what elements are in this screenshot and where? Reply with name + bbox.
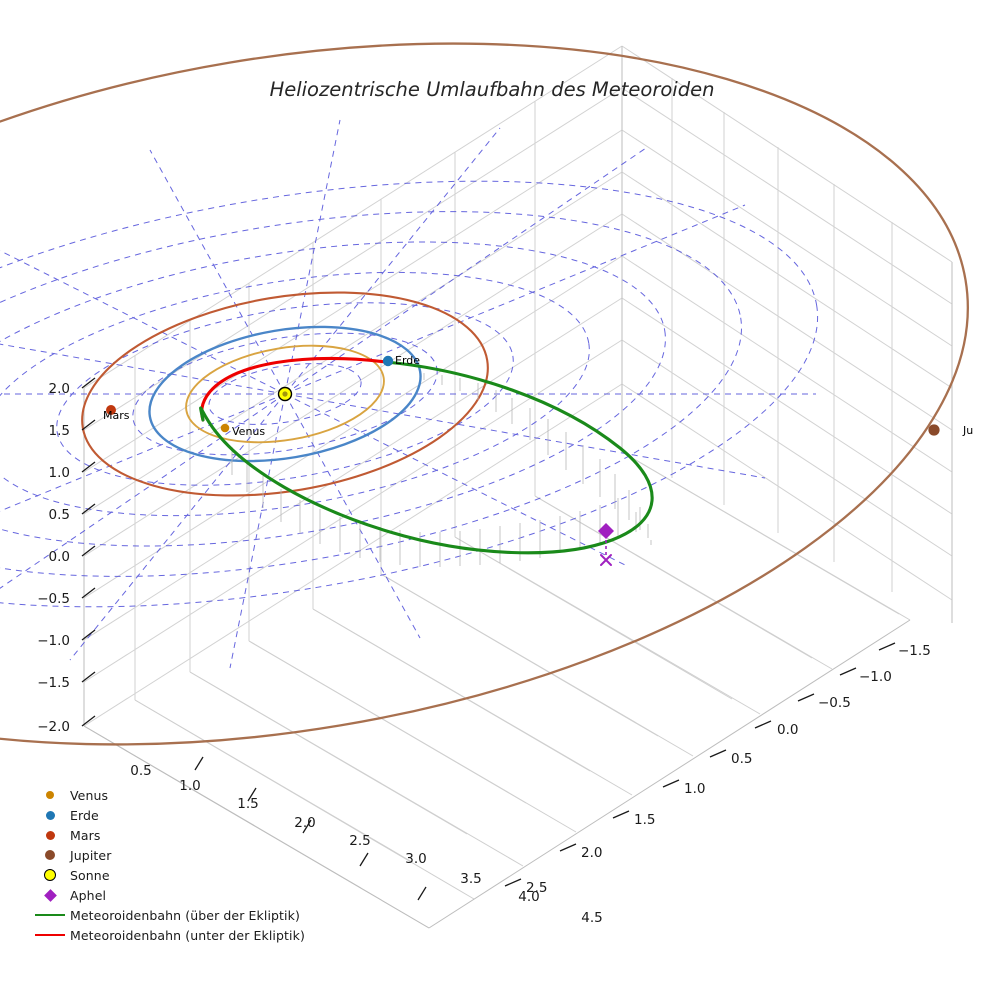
pane-grid-back-left <box>83 45 623 727</box>
page-title: Heliozentrische Umlaufbahn des Meteoroid… <box>270 78 715 101</box>
y-axis-ticks <box>504 642 896 887</box>
z-tick-5: −0.5 <box>37 591 70 607</box>
x-axis-tick-labels: 0.5 1.0 1.5 2.0 2.5 3.0 3.5 4.0 4.5 <box>130 763 602 926</box>
marker-sun <box>277 386 293 402</box>
y-tick-8: 2.5 <box>526 880 547 896</box>
aphel-marker-icon <box>30 885 70 905</box>
label-venus: Venus <box>232 425 265 438</box>
meteoroid-orbit-above <box>199 360 654 555</box>
label-jupiter: Ju <box>962 424 973 437</box>
y-tick-2: −0.5 <box>818 695 851 711</box>
x-tick-1: 1.0 <box>179 778 200 794</box>
orbit-venus <box>185 344 385 444</box>
y-tick-7: 2.0 <box>581 845 602 861</box>
legend-label-jupiter: Jupiter <box>70 847 112 863</box>
legend-item-jupiter[interactable]: Jupiter <box>30 845 330 865</box>
legend-item-aphel[interactable]: Aphel <box>30 885 330 905</box>
z-tick-6: −1.0 <box>37 633 70 649</box>
legend: Venus Erde Mars Jupiter Sonne <box>30 785 330 945</box>
box-edges <box>83 46 953 726</box>
marker-venus <box>220 423 230 433</box>
x-tick-4: 2.5 <box>349 833 370 849</box>
x-tick-3: 2.0 <box>294 815 315 831</box>
z-tick-7: −1.5 <box>37 675 70 691</box>
label-erde: Erde <box>395 354 420 367</box>
x-tick-7: 4.0 <box>518 889 539 905</box>
y-tick-6: 1.5 <box>634 812 655 828</box>
sun-marker-icon <box>30 865 70 885</box>
legend-item-meteoroid-below[interactable]: Meteoroidenbahn (unter der Ekliptik) <box>30 925 330 945</box>
marker-jupiter <box>928 424 940 436</box>
green-line-icon <box>30 905 70 925</box>
marker-mars <box>106 405 116 415</box>
z-tick-2: 1.0 <box>49 465 70 481</box>
x-tick-0: 0.5 <box>130 763 151 779</box>
legend-label-meteoroid-below: Meteoroidenbahn (unter der Ekliptik) <box>70 927 305 943</box>
mars-marker-icon <box>30 825 70 845</box>
pane-grid-back-right <box>621 45 953 623</box>
orbit-jupiter <box>0 42 969 746</box>
legend-item-erde[interactable]: Erde <box>30 805 330 825</box>
x-tick-2: 1.5 <box>237 796 258 812</box>
red-line-icon <box>30 925 70 945</box>
z-tick-1: 1.5 <box>49 423 70 439</box>
jupiter-marker-icon <box>30 845 70 865</box>
marker-erde <box>382 355 394 367</box>
pane-grid-floor <box>83 451 911 929</box>
legend-item-meteoroid-above[interactable]: Meteoroidenbahn (über der Ekliptik) <box>30 905 330 925</box>
x-tick-5: 3.0 <box>405 851 426 867</box>
venus-marker-icon <box>30 785 70 805</box>
legend-label-sonne: Sonne <box>70 867 110 883</box>
y-tick-0: −1.5 <box>898 643 931 659</box>
meteoroid-droplines <box>231 373 652 567</box>
y-tick-1: −1.0 <box>859 669 892 685</box>
legend-label-aphel: Aphel <box>70 887 107 903</box>
y-tick-3: 0.0 <box>777 722 798 738</box>
orbit-earth <box>148 325 422 463</box>
meteoroid-orbit-below <box>200 356 388 422</box>
x-axis-ticks <box>194 756 427 901</box>
marker-aphel-projection <box>600 554 612 566</box>
x-tick-8: 4.5 <box>581 910 602 926</box>
legend-item-venus[interactable]: Venus <box>30 785 330 805</box>
polar-grid <box>0 119 819 669</box>
z-tick-3: 0.5 <box>49 507 70 523</box>
legend-label-meteoroid-above: Meteoroidenbahn (über der Ekliptik) <box>70 907 300 923</box>
legend-label-venus: Venus <box>70 787 109 803</box>
orbit-mars <box>81 291 489 497</box>
legend-item-mars[interactable]: Mars <box>30 825 330 845</box>
label-mars: Mars <box>103 409 130 422</box>
marker-aphel <box>598 523 614 539</box>
legend-item-sonne[interactable]: Sonne <box>30 865 330 885</box>
y-axis-tick-labels: −1.5 −1.0 −0.5 0.0 0.5 1.0 1.5 2.0 2.5 <box>526 643 931 896</box>
z-tick-4: 0.0 <box>49 549 70 565</box>
erde-marker-icon <box>30 805 70 825</box>
z-axis-ticks <box>81 377 96 727</box>
y-tick-4: 0.5 <box>731 751 752 767</box>
legend-label-erde: Erde <box>70 807 99 823</box>
legend-label-mars: Mars <box>70 827 101 843</box>
z-tick-8: −2.0 <box>37 719 70 735</box>
z-tick-0: 2.0 <box>49 381 70 397</box>
y-tick-5: 1.0 <box>684 781 705 797</box>
z-axis-tick-labels: 2.0 1.5 1.0 0.5 0.0 −0.5 −1.0 −1.5 −2.0 <box>37 381 70 735</box>
x-tick-6: 3.5 <box>460 871 481 887</box>
